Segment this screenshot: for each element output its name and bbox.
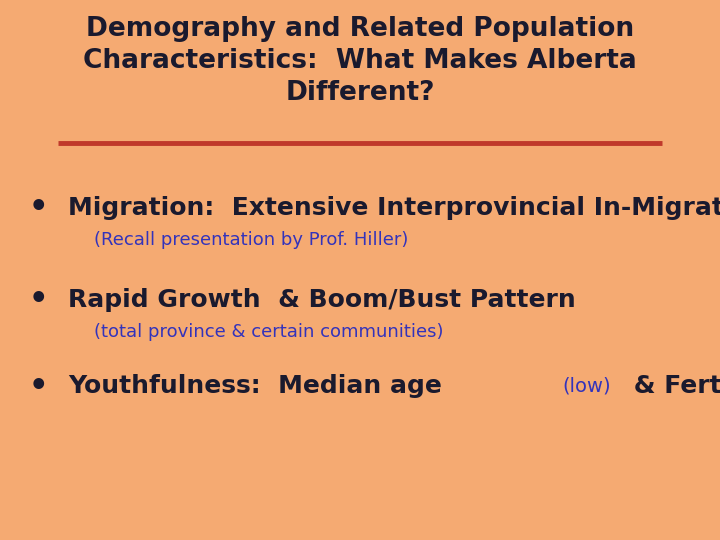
Text: (Recall presentation by Prof. Hiller): (Recall presentation by Prof. Hiller)	[94, 231, 408, 249]
Text: Migration:  Extensive Interprovincial In-Migration: Migration: Extensive Interprovincial In-…	[68, 196, 720, 220]
Text: (total province & certain communities): (total province & certain communities)	[94, 323, 443, 341]
Text: Youthfulness:  Median age: Youthfulness: Median age	[68, 374, 451, 398]
Text: & Fertility: & Fertility	[625, 374, 720, 398]
Text: •: •	[29, 372, 48, 401]
Text: •: •	[29, 193, 48, 222]
Text: (low): (low)	[562, 376, 611, 396]
Text: •: •	[29, 285, 48, 314]
Text: Rapid Growth  & Boom/Bust Pattern: Rapid Growth & Boom/Bust Pattern	[68, 288, 576, 312]
Text: Demography and Related Population
Characteristics:  What Makes Alberta
Different: Demography and Related Population Charac…	[83, 16, 637, 106]
